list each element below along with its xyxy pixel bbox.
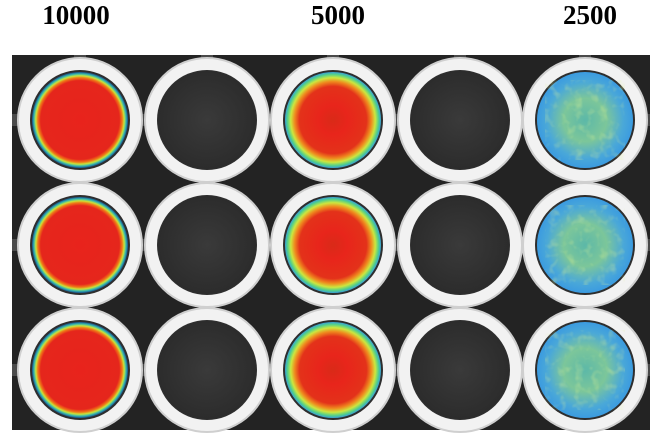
signal-well [285, 322, 381, 418]
signal-well [32, 72, 128, 168]
signal-speckle [545, 205, 625, 285]
empty-well [411, 71, 509, 169]
column-label: 5000 [311, 0, 365, 30]
empty-well [158, 71, 256, 169]
empty-well [411, 196, 509, 294]
empty-well [411, 321, 509, 419]
empty-well [158, 196, 256, 294]
signal-well [285, 72, 381, 168]
empty-well [158, 321, 256, 419]
signal-speckle [545, 330, 625, 410]
column-label: 2500 [563, 0, 617, 30]
signal-well [32, 197, 128, 293]
column-label: 10000 [42, 0, 110, 30]
signal-speckle [545, 80, 625, 160]
signal-well [285, 197, 381, 293]
well-grid [12, 55, 650, 433]
signal-well [32, 322, 128, 418]
